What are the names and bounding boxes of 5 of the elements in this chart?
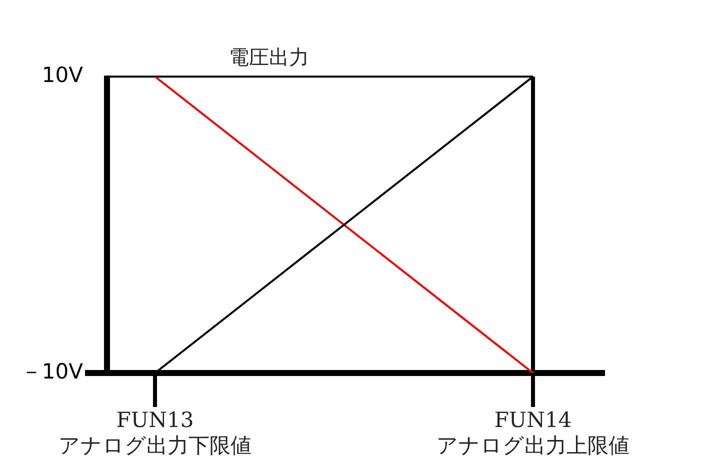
y-tick-label: －10V <box>20 359 84 384</box>
x-tick-label: FUN13 アナログ出力下限値 <box>58 408 252 458</box>
x-tick-label: FUN14 アナログ出力上限値 <box>436 408 630 458</box>
chart-title: 電圧出力 <box>229 44 309 69</box>
y-tick-label: 10V <box>42 63 84 88</box>
